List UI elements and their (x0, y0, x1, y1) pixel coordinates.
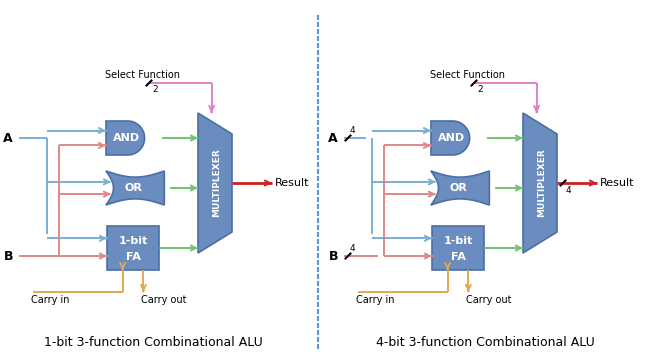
Text: 4-bit 3-function Combinational ALU: 4-bit 3-function Combinational ALU (375, 335, 595, 349)
Polygon shape (431, 121, 453, 155)
FancyBboxPatch shape (432, 226, 484, 270)
Text: 2: 2 (477, 85, 482, 94)
Text: FA: FA (451, 252, 466, 262)
Polygon shape (453, 121, 470, 155)
Text: Carry out: Carry out (466, 295, 512, 305)
Polygon shape (106, 171, 164, 205)
Text: Select Function: Select Function (105, 70, 180, 80)
Text: Carry out: Carry out (141, 295, 187, 305)
Text: A: A (3, 131, 13, 145)
Text: MULTIPLEXER: MULTIPLEXER (212, 148, 221, 218)
Text: A: A (328, 131, 338, 145)
Text: 1-bit: 1-bit (119, 236, 148, 246)
Text: 1-bit 3-function Combinational ALU: 1-bit 3-function Combinational ALU (44, 335, 263, 349)
Text: OR: OR (124, 183, 142, 193)
Polygon shape (106, 121, 128, 155)
Text: Result: Result (600, 178, 635, 188)
Polygon shape (523, 113, 557, 253)
Text: Carry in: Carry in (31, 295, 70, 305)
FancyBboxPatch shape (107, 226, 159, 270)
Text: AND: AND (113, 133, 140, 143)
Text: 2: 2 (152, 85, 157, 94)
Polygon shape (431, 171, 490, 205)
Polygon shape (198, 113, 232, 253)
Polygon shape (128, 121, 144, 155)
Text: MULTIPLEXER: MULTIPLEXER (537, 148, 546, 218)
Text: 1-bit: 1-bit (443, 236, 473, 246)
Text: B: B (328, 250, 338, 262)
Text: FA: FA (126, 252, 141, 262)
Text: Result: Result (275, 178, 310, 188)
Text: Select Function: Select Function (430, 70, 505, 80)
Text: 4: 4 (350, 126, 355, 135)
Text: B: B (3, 250, 13, 262)
Text: AND: AND (438, 133, 465, 143)
Text: OR: OR (449, 183, 467, 193)
Text: 4: 4 (350, 244, 355, 253)
Text: Carry in: Carry in (356, 295, 395, 305)
Text: 4: 4 (566, 186, 571, 195)
